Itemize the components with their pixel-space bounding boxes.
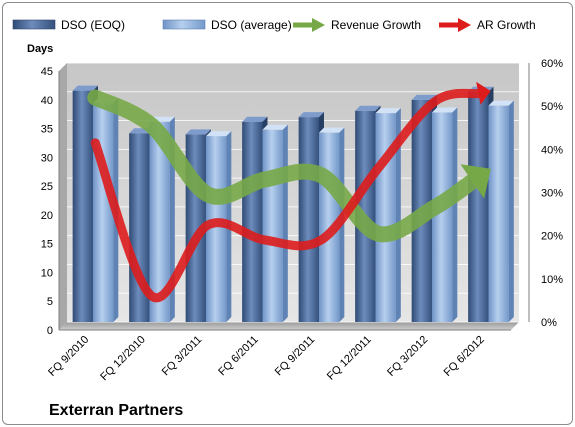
legend-item-revenue-growth: Revenue Growth [293, 18, 421, 32]
bar-dso-average-face [205, 136, 227, 322]
bar-dso-average [488, 100, 514, 322]
bar-dso-average-side [508, 100, 514, 322]
y-tick-label: 35 [41, 124, 53, 136]
bar-dso-eoq-top [72, 85, 98, 91]
x-tick-label: FQ 9/2010 [46, 334, 91, 379]
bar-dso-average-side [452, 107, 458, 323]
bar-dso-average-face [431, 112, 453, 323]
chart-svg: DSO (EOQ) DSO (average) Revenue Growth A… [12, 18, 563, 419]
bar-dso-average [262, 124, 288, 323]
legend-item-dso-average: DSO (average) [162, 18, 292, 32]
bar-dso-average-top [431, 107, 458, 113]
arrowhead-ar-growth [476, 81, 491, 105]
legend-label-ar-growth: AR Growth [477, 18, 536, 32]
bar-dso-average-face [92, 103, 114, 323]
y-tick-label: 30 [41, 152, 53, 164]
plot-area: 0 5 10 15 20 25 30 35 40 45 0% 10% 20% 30% 40% 50% 60% FQ… [41, 58, 563, 383]
bar-dso-eoq-face [72, 90, 93, 322]
y2-tick-label: 60% [541, 58, 563, 70]
bar-dso-average-top [318, 127, 345, 133]
y2-tick-label: 10% [541, 274, 563, 286]
bar-dso-average [149, 116, 175, 322]
bar-dso-average-top [488, 100, 514, 106]
bar-dso-average-top [205, 131, 232, 137]
bar-dso-average-face [488, 105, 509, 322]
bar-dso-eoq-top [411, 94, 437, 100]
bar-dso-eoq-top [298, 112, 324, 118]
y-tick-label: 10 [41, 267, 53, 279]
line-ar-growth [90, 88, 483, 303]
bar-dso-eoq-top [185, 129, 211, 135]
y-tick-label: 25 [41, 181, 53, 193]
y-tick-label: 20 [41, 210, 53, 222]
y2-tick-label: 40% [541, 144, 563, 156]
legend-item-ar-growth: AR Growth [439, 18, 536, 32]
x-tick-label: FQ 3/2012 [385, 334, 430, 379]
x-tick-label: FQ 3/2011 [160, 334, 205, 379]
series-line-ar-growth [90, 81, 491, 303]
legend-label-dso-eoq: DSO (EOQ) [61, 18, 125, 32]
plot-floor [59, 322, 519, 330]
y-tick-label: 45 [41, 66, 53, 78]
y2-tick-label: 20% [541, 231, 563, 243]
bar-dso-eoq-top [355, 105, 381, 111]
legend: DSO (EOQ) DSO (average) Revenue Growth A… [12, 18, 536, 32]
bar-dso-eoq-face [242, 121, 263, 322]
x-tick-label: FQ 12/2011 [325, 334, 374, 383]
bar-dso-average-side [169, 116, 175, 322]
legend-arrowhead-revenue-growth [312, 18, 325, 32]
x-tick-label: FQ 6/2011 [216, 334, 261, 379]
legend-label-dso-average: DSO (average) [211, 18, 292, 32]
y-tick-label: 5 [47, 296, 53, 308]
y2-tick-label: 50% [541, 101, 563, 113]
bar-dso-average-top [262, 124, 288, 130]
legend-label-revenue-growth: Revenue Growth [331, 18, 421, 32]
bar-dso-average-side [282, 124, 288, 323]
bar-dso-eoq-face [298, 117, 319, 322]
legend-item-dso-eoq: DSO (EOQ) [12, 18, 125, 32]
legend-swatch-dso-eoq [12, 19, 56, 30]
bar-dso-eoq-face [468, 91, 489, 323]
y-axis-title: Days [27, 43, 53, 55]
line-revenue-growth [87, 89, 481, 243]
arrowhead-revenue-growth [460, 164, 491, 199]
bar-dso-average-top [375, 108, 401, 114]
series-line-revenue-growth [87, 89, 491, 243]
plot-side-wall [59, 63, 67, 330]
legend-arrowhead-ar-growth [458, 18, 471, 32]
x-tick-label: FQ 9/2011 [273, 334, 318, 379]
y-tick-label: 15 [41, 239, 53, 251]
bar-dso-average-face [149, 121, 170, 322]
bar-dso-average-side [395, 108, 401, 322]
bar-dso-average-face [262, 129, 283, 322]
bar-dso-eoq-top [242, 116, 268, 122]
legend-swatch-dso-average [162, 19, 206, 30]
y2-tick-label: 0% [541, 317, 557, 329]
bar-dso-average [431, 107, 458, 323]
y2-tick-label: 30% [541, 188, 563, 200]
x-tick-label: FQ 12/2010 [98, 334, 148, 384]
x-tick-label: FQ 6/2012 [442, 334, 487, 379]
y-tick-label: 40 [41, 95, 53, 107]
chart-title: Exterran Partners [49, 402, 183, 419]
y-tick-label: 0 [47, 325, 53, 337]
